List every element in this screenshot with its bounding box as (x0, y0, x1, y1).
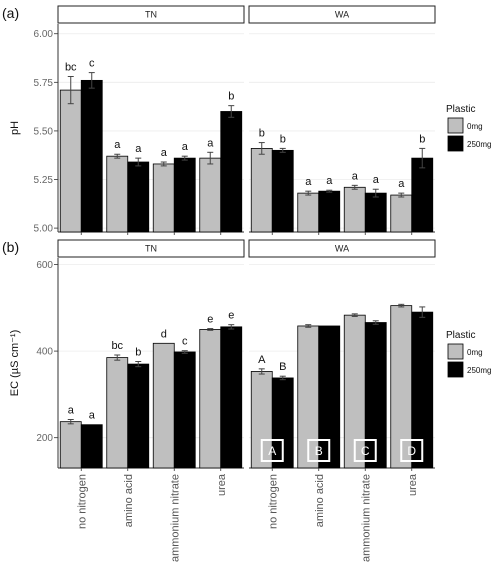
significance-label: a (135, 143, 142, 155)
legend-label: 0mg (467, 122, 483, 131)
legend-label: 250mg (467, 140, 491, 149)
bar (173, 351, 196, 469)
significance-label: a (114, 139, 121, 151)
bar (199, 157, 222, 233)
significance-label: a (89, 410, 96, 422)
panel-tag: (b) (2, 239, 19, 255)
y-tick-label: 6.00 (34, 29, 54, 40)
significance-label: c (89, 58, 95, 70)
facet-label: WA (335, 244, 349, 254)
boxed-label-frame (307, 439, 331, 462)
bar (127, 363, 150, 469)
bar (364, 192, 387, 233)
legend-label: 250mg (467, 366, 491, 375)
x-category-label: urea (407, 473, 419, 496)
significance-label: bc (111, 340, 123, 352)
bar (250, 148, 273, 233)
x-category-label: ammonium nitrate (360, 474, 372, 562)
y-tick-label: 400 (36, 347, 53, 358)
boxed-label-frame (353, 439, 377, 462)
legend-swatch (447, 135, 464, 152)
legend-swatch (447, 361, 464, 378)
y-axis-title: EC (µS cm⁻¹) (9, 330, 21, 397)
significance-label: b (280, 133, 286, 145)
facet-strip (57, 239, 245, 258)
significance-label: a (398, 178, 405, 190)
bar (318, 190, 341, 233)
bar (220, 326, 243, 469)
significance-label: d (161, 328, 167, 340)
x-category-label: urea (216, 473, 228, 496)
significance-label: a (161, 147, 168, 159)
bar (80, 424, 103, 469)
y-tick-label: 600 (36, 260, 53, 271)
y-tick-label: 5.50 (34, 126, 54, 137)
significance-label: a (305, 176, 312, 188)
significance-label: a (182, 141, 189, 153)
boxed-label: C (361, 444, 370, 458)
x-category-label: amino acid (314, 474, 326, 527)
boxed-label-frame (400, 439, 424, 462)
y-axis-title: pH (9, 121, 21, 135)
bar (173, 157, 196, 233)
facet-label: TN (145, 10, 157, 20)
bar (80, 79, 103, 233)
significance-label: b (259, 128, 265, 140)
facet-label: TN (145, 244, 157, 254)
bar (106, 357, 129, 469)
significance-label: e (228, 310, 234, 322)
legend-title: Plastic (446, 104, 475, 115)
legend-swatch (447, 343, 464, 360)
bar (152, 342, 175, 469)
bar (59, 421, 82, 469)
significance-label: a (373, 174, 380, 186)
x-category-label: amino acid (123, 474, 135, 527)
bar (127, 161, 150, 233)
boxed-label: A (268, 444, 276, 458)
bar (271, 149, 294, 233)
bar (199, 329, 222, 469)
bar (152, 163, 175, 233)
y-tick-label: 5.75 (34, 78, 54, 89)
bar (220, 111, 243, 233)
legend-swatch (447, 117, 464, 134)
significance-label: a (68, 405, 75, 417)
bar (318, 325, 341, 469)
facet-strip (248, 239, 436, 258)
boxed-label: D (407, 444, 416, 458)
panel-tag: (a) (2, 5, 19, 21)
bar (59, 89, 82, 233)
significance-label: b (135, 346, 141, 358)
significance-label: b (419, 133, 425, 145)
significance-label: b (228, 91, 234, 103)
boxed-label: B (315, 444, 323, 458)
significance-label: B (279, 361, 286, 373)
significance-label: c (182, 336, 188, 348)
x-category-label: ammonium nitrate (169, 474, 181, 562)
x-category-label: no nitrogen (267, 474, 279, 529)
significance-label: A (258, 354, 266, 366)
y-tick-label: 200 (36, 433, 53, 444)
facet-strip (248, 5, 436, 24)
y-tick-label: 5.00 (34, 224, 54, 235)
bar (297, 192, 320, 233)
x-category-label: no nitrogen (76, 474, 88, 529)
significance-label: a (326, 175, 333, 187)
legend-label: 0mg (467, 348, 483, 357)
significance-label: bc (65, 61, 77, 73)
bar (411, 157, 434, 233)
significance-label: a (207, 137, 214, 149)
bar (106, 155, 129, 233)
significance-label: e (207, 314, 213, 326)
legend-title: Plastic (446, 330, 475, 341)
facet-strip (57, 5, 245, 24)
significance-label: a (352, 170, 359, 182)
y-tick-label: 5.25 (34, 175, 54, 186)
facet-label: WA (335, 10, 349, 20)
boxed-label-frame (260, 439, 284, 462)
bar (390, 194, 413, 233)
bar (343, 186, 366, 233)
